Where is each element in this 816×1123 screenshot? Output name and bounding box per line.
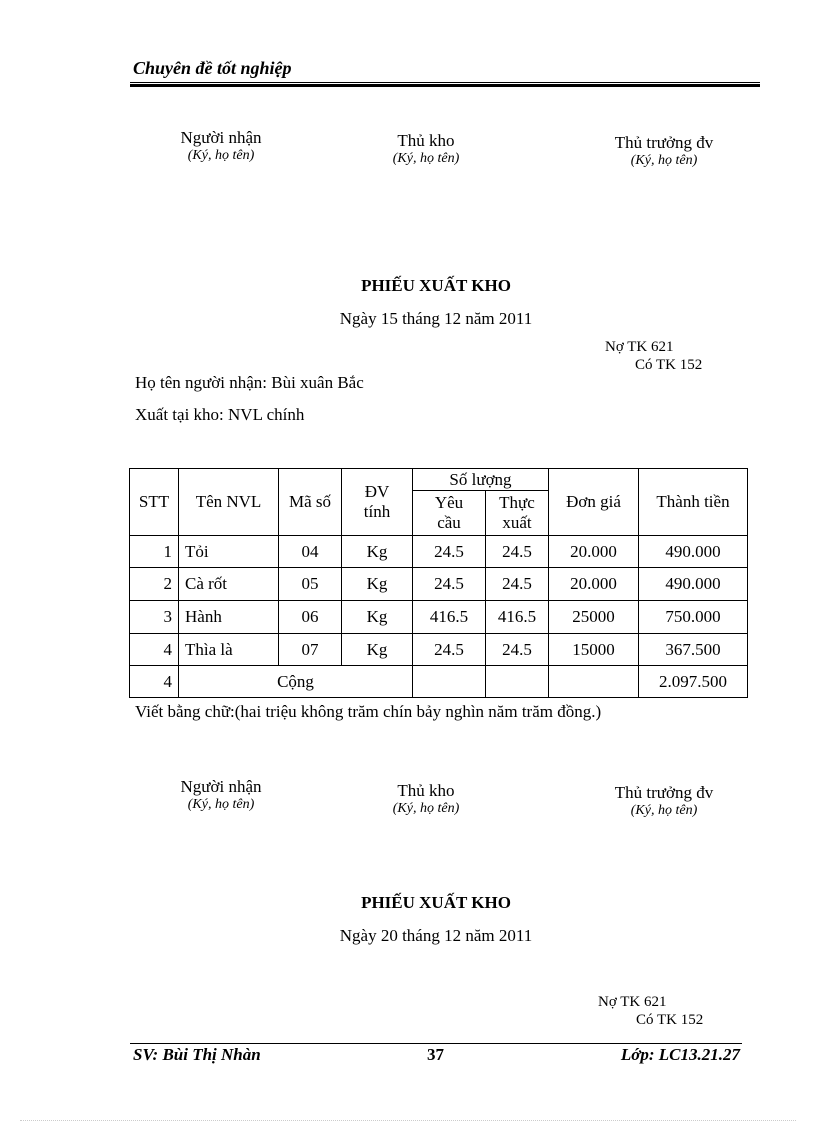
table-cell: Kg bbox=[341, 600, 413, 634]
table-cell: Cà rốt bbox=[178, 567, 279, 601]
table-cell: 24.5 bbox=[485, 535, 549, 568]
slip1-title: PHIẾU XUẤT KHO bbox=[361, 276, 511, 295]
table-cell: 416.5 bbox=[412, 600, 486, 634]
table-cell: 20.000 bbox=[548, 567, 639, 601]
sum-row: 4 Cộng 2.097.500 bbox=[129, 665, 748, 698]
signature-head-2: Thủ trưởng đv (Ký, họ tên) bbox=[614, 783, 714, 818]
table-cell: 367.500 bbox=[638, 633, 748, 666]
page-edge bbox=[20, 1120, 796, 1121]
slip2-credit: Có TK 152 bbox=[636, 1012, 704, 1028]
table-row: 1 Tỏi 04 Kg 24.5 24.5 20.000 490.000 bbox=[129, 535, 748, 568]
table-cell: 06 bbox=[278, 600, 342, 634]
header-req: Yêu cầu bbox=[412, 490, 486, 536]
table-cell: 24.5 bbox=[412, 535, 486, 568]
footer-divider bbox=[130, 1043, 742, 1044]
header-title: Chuyên đề tốt nghiệp bbox=[133, 58, 292, 78]
issue-table: STT Tên NVL Mã số ĐV tính Số lượng Đơn g… bbox=[129, 468, 748, 698]
table-cell: Tỏi bbox=[178, 535, 279, 568]
table-row: 3 Hành 06 Kg 416.5 416.5 25000 750.000 bbox=[129, 600, 748, 634]
table-cell: Thìa là bbox=[178, 633, 279, 666]
table-row: 2 Cà rốt 05 Kg 24.5 24.5 20.000 490.000 bbox=[129, 567, 748, 601]
table-row: 4 Thìa là 07 Kg 24.5 24.5 15000 367.500 bbox=[129, 633, 748, 666]
slip1-receiver: Họ tên người nhận: Bùi xuân Bắc bbox=[135, 373, 364, 392]
table-cell: 750.000 bbox=[638, 600, 748, 634]
slip1-date: Ngày 15 tháng 12 năm 2011 bbox=[339, 309, 533, 328]
signature-receiver: Người nhận (Ký, họ tên) bbox=[180, 128, 262, 163]
table-cell: 3 bbox=[129, 600, 179, 634]
signature-storekeeper: Thủ kho (Ký, họ tên) bbox=[392, 131, 460, 166]
header-stt: STT bbox=[129, 468, 179, 536]
header-code: Mã số bbox=[278, 468, 342, 536]
table-cell: 4 bbox=[129, 633, 179, 666]
page-number: 37 bbox=[427, 1045, 444, 1064]
table-cell: 490.000 bbox=[638, 535, 748, 568]
table-cell: Kg bbox=[341, 633, 413, 666]
header-unit: ĐV tính bbox=[341, 468, 413, 536]
table-cell: 07 bbox=[278, 633, 342, 666]
slip1-credit: Có TK 152 bbox=[635, 357, 703, 373]
slip1-debit: Nợ TK 621 bbox=[605, 339, 674, 355]
table-cell: 24.5 bbox=[485, 567, 549, 601]
signature-receiver-2: Người nhận (Ký, họ tên) bbox=[180, 777, 262, 812]
table-cell: 25000 bbox=[548, 600, 639, 634]
header-name: Tên NVL bbox=[178, 468, 279, 536]
header-price: Đơn giá bbox=[548, 468, 639, 536]
table-cell: 24.5 bbox=[485, 633, 549, 666]
table-cell: 24.5 bbox=[412, 567, 486, 601]
table-cell: 20.000 bbox=[548, 535, 639, 568]
table-cell: 416.5 bbox=[485, 600, 549, 634]
table-cell: Kg bbox=[341, 535, 413, 568]
table-cell: 04 bbox=[278, 535, 342, 568]
slip2-debit: Nợ TK 621 bbox=[598, 994, 667, 1010]
table-cell: 1 bbox=[129, 535, 179, 568]
table-cell: Kg bbox=[341, 567, 413, 601]
table-cell: 05 bbox=[278, 567, 342, 601]
table-cell: 490.000 bbox=[638, 567, 748, 601]
signature-storekeeper-2: Thủ kho (Ký, họ tên) bbox=[392, 781, 460, 816]
header-act: Thực xuất bbox=[485, 490, 549, 536]
table-cell: 24.5 bbox=[412, 633, 486, 666]
slip1-warehouse: Xuất tại kho: NVL chính bbox=[135, 405, 305, 424]
signature-head: Thủ trưởng đv (Ký, họ tên) bbox=[614, 133, 714, 168]
table-cell: 2 bbox=[129, 567, 179, 601]
footer-class: Lớp: LC13.21.27 bbox=[620, 1045, 740, 1064]
amount-in-words: Viết bằng chữ:(hai triệu không trăm chín… bbox=[135, 702, 602, 721]
header-divider bbox=[130, 82, 760, 87]
table-cell: Hành bbox=[178, 600, 279, 634]
footer-student: SV: Bùi Thị Nhàn bbox=[133, 1045, 261, 1064]
header-total: Thành tiền bbox=[638, 468, 748, 536]
header-qty: Số lượng bbox=[412, 468, 549, 491]
table-cell: 15000 bbox=[548, 633, 639, 666]
slip2-title: PHIẾU XUẤT KHO bbox=[361, 893, 511, 912]
slip2-date: Ngày 20 tháng 12 năm 2011 bbox=[339, 926, 533, 945]
